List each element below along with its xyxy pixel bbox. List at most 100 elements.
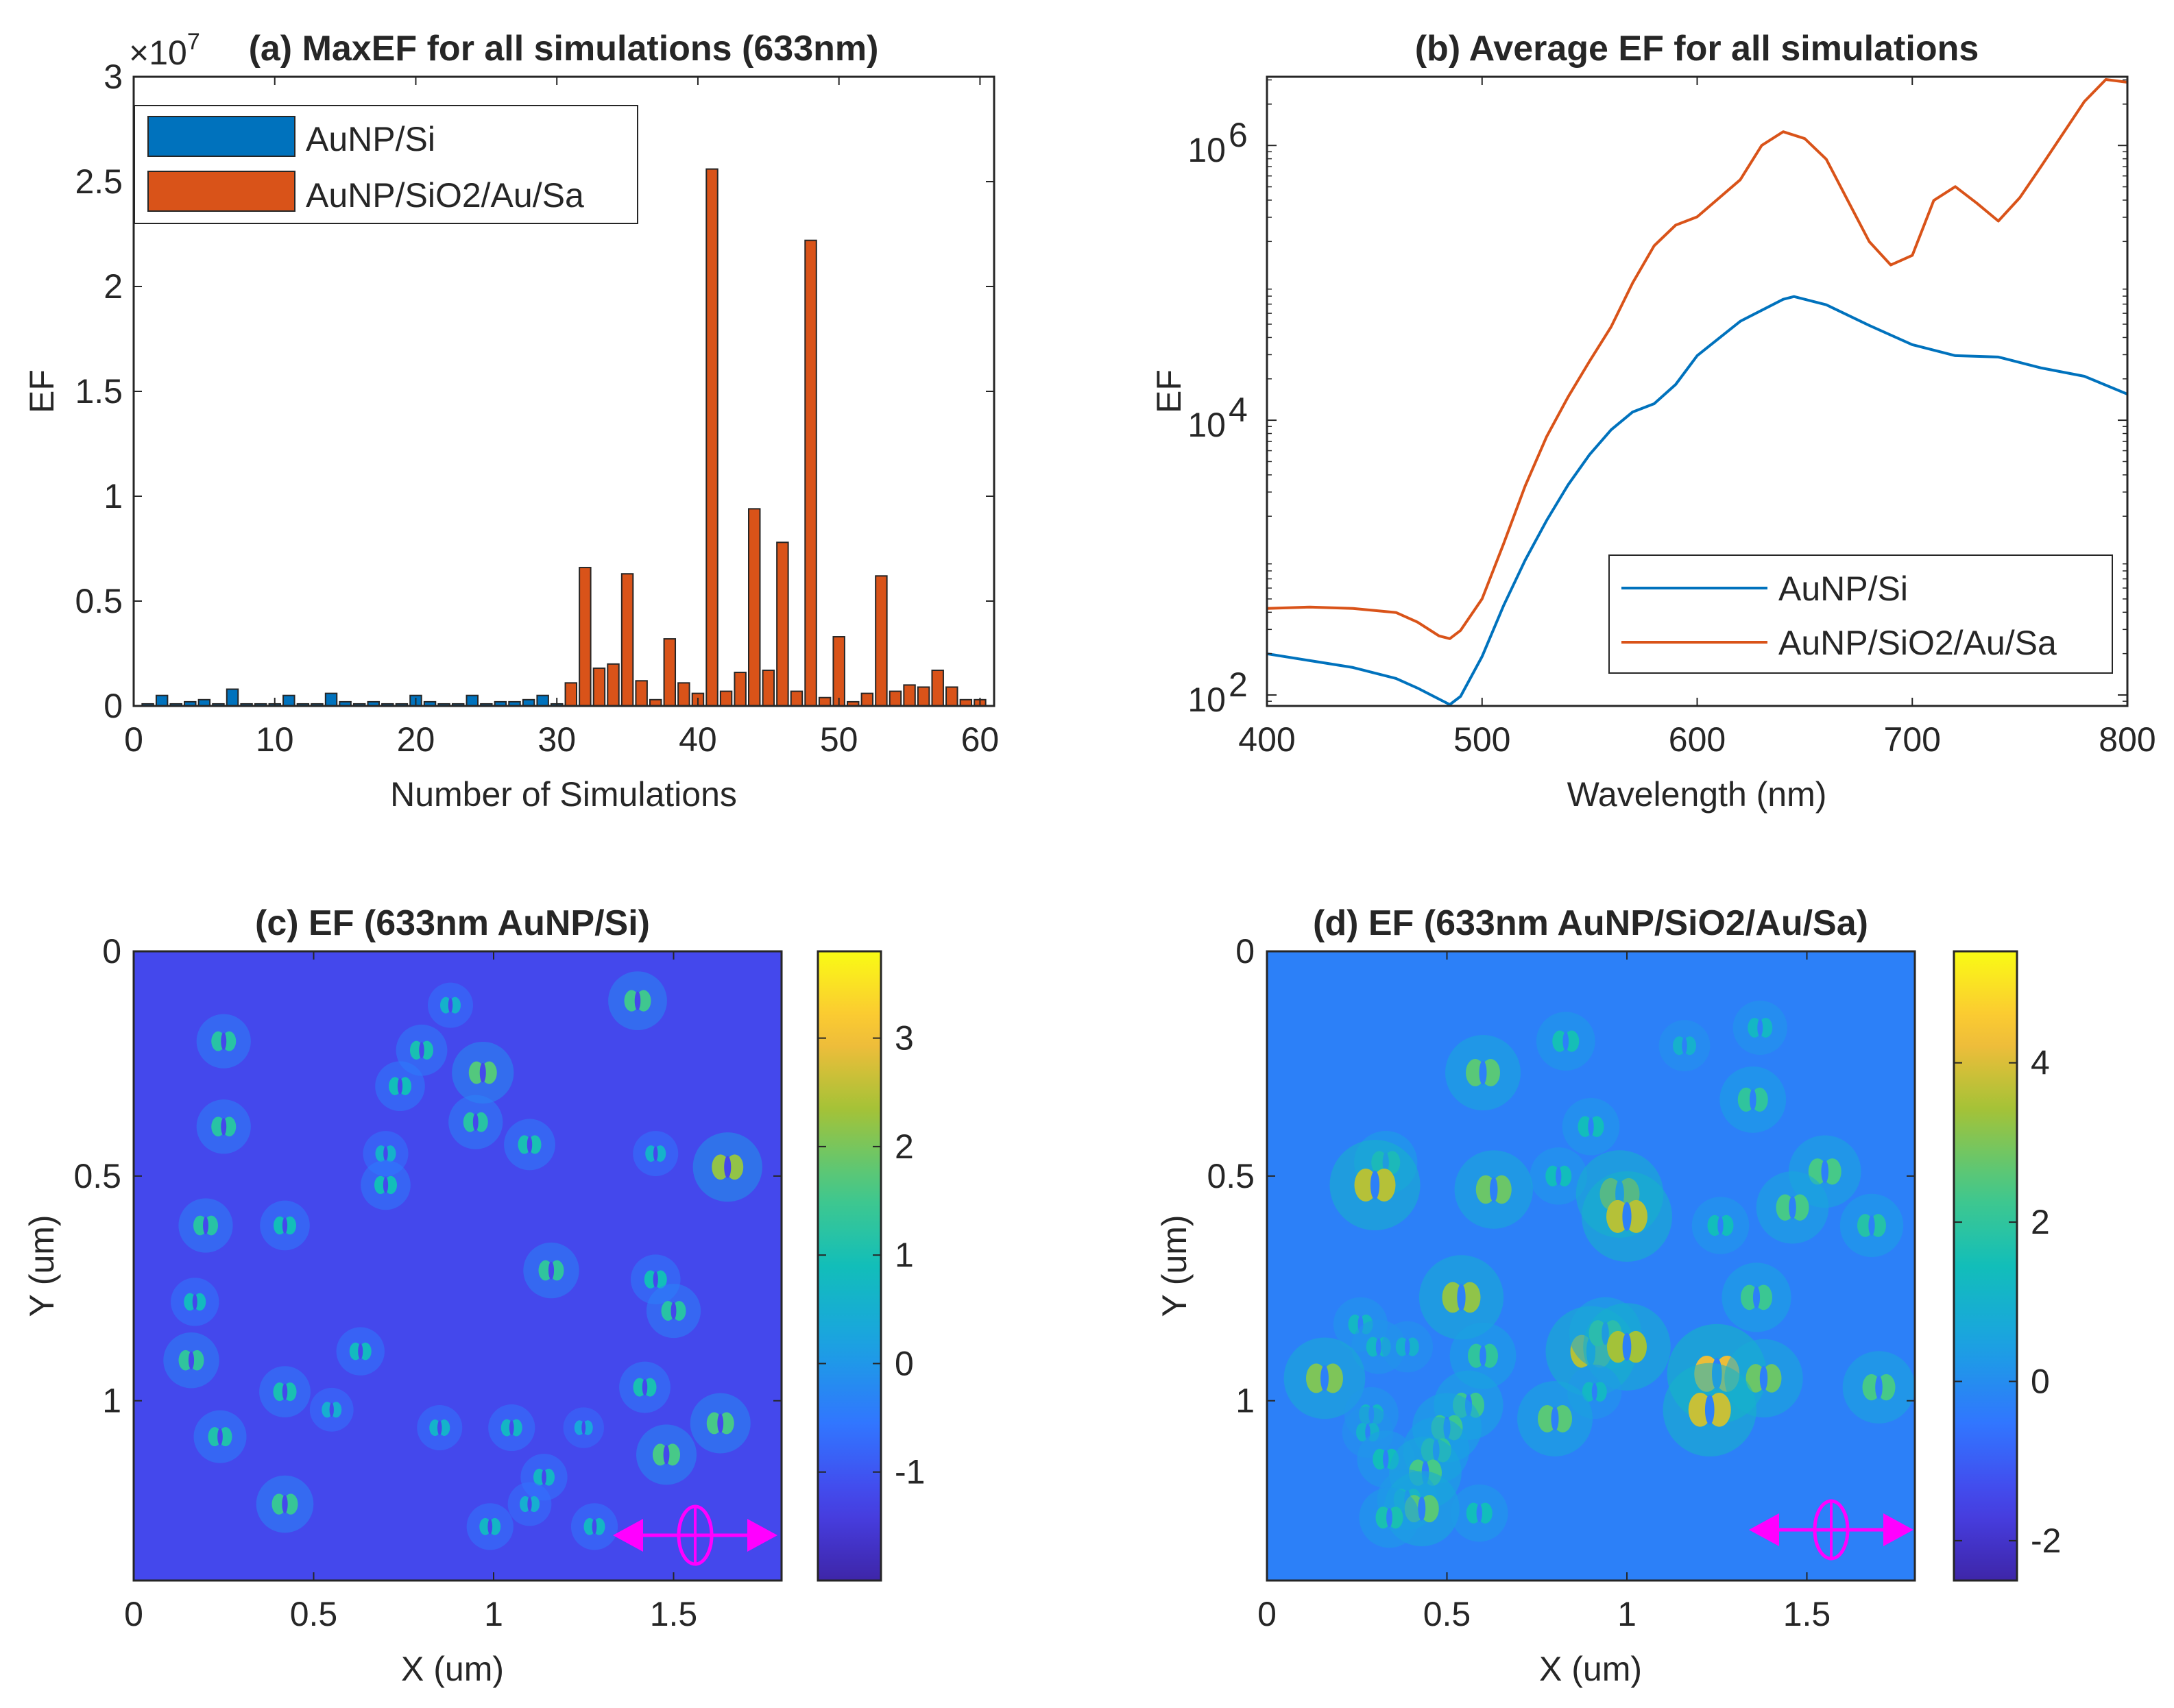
panel-a-ylabel: EF — [23, 369, 61, 413]
bar-aunp-sio2-54 — [889, 690, 902, 706]
nanoparticle — [282, 1495, 288, 1513]
panel-d-colorbar — [1953, 950, 2018, 1582]
y-tick-label: 1.5 — [75, 372, 123, 411]
nanoparticle — [188, 1351, 195, 1369]
panel-c-ylabel: Y (um) — [23, 1215, 61, 1317]
y-tick-power: 2 — [1229, 666, 1248, 704]
nanoparticle — [1622, 1332, 1632, 1361]
panel-d-colorbar-ticks: -2 0 2 4 — [1954, 1044, 2061, 1560]
panel-c-colorbar — [817, 950, 882, 1582]
nanoparticle — [358, 1343, 363, 1359]
panel-a-legend-swatch-1 — [147, 116, 295, 157]
nanoparticle — [329, 1402, 334, 1417]
colorbar-tick-label: -2 — [2031, 1522, 2061, 1560]
panel-c-xlabel: X (um) — [401, 1650, 504, 1688]
panel-b-legend: AuNP/Si AuNP/SiO2/Au/Sa — [1608, 554, 2113, 674]
nanoparticle — [479, 1062, 486, 1083]
nanoparticle — [642, 1379, 648, 1395]
bar-aunp-si-7 — [226, 688, 239, 706]
nanoparticle — [1868, 1215, 1875, 1236]
panel-a-legend-label-1: AuNP/Si — [306, 120, 435, 158]
panel-d-xlabel: X (um) — [1539, 1650, 1642, 1688]
y-tick-label: 1 — [1235, 1382, 1255, 1420]
nanoparticle — [419, 1042, 424, 1059]
nanoparticle — [1757, 1018, 1763, 1037]
bar-aunp-si-17 — [367, 700, 380, 706]
y-tick-label: 10 — [1187, 131, 1226, 169]
nanoparticle — [663, 1445, 670, 1465]
arrow-right-icon — [1883, 1513, 1913, 1546]
bar-aunp-si-26 — [494, 700, 507, 706]
y-tick-label: 0 — [104, 687, 123, 725]
nanoparticle — [1490, 1177, 1498, 1202]
panel-d-title: (d) EF (633nm AuNP/SiO2/Au/Sa) — [1313, 903, 1868, 943]
panel-b-legend-label-1: AuNP/Si — [1778, 570, 1908, 608]
x-tick-label: 50 — [820, 720, 858, 759]
x-tick-label: 1 — [1617, 1595, 1636, 1633]
bar-aunp-si-15 — [339, 700, 352, 706]
bar-aunp-sio2-59 — [959, 698, 973, 706]
panel-a-ticks: 0 10 20 30 40 50 60 0 0.5 1 1.5 2 2.5 3 — [75, 58, 999, 759]
bar-aunp-si-14 — [324, 692, 338, 706]
bar-aunp-sio2-32 — [579, 567, 592, 706]
nanoparticle — [282, 1383, 288, 1400]
bar-aunp-si-24 — [466, 694, 479, 706]
bar-aunp-sio2-51 — [847, 700, 860, 706]
panel-b-legend-label-2: AuNP/SiO2/Au/Sa — [1778, 624, 2057, 662]
nanoparticle — [383, 1177, 389, 1193]
nanoparticle — [1370, 1170, 1380, 1199]
nanoparticle — [282, 1217, 288, 1234]
x-tick-label: 60 — [961, 720, 1000, 759]
y-tick-label: 3 — [104, 58, 123, 96]
x-tick-label: 500 — [1453, 720, 1510, 759]
nanoparticle — [592, 1519, 597, 1535]
panel-c-hotspots — [163, 971, 762, 1550]
panel-c-map — [134, 951, 782, 1581]
nanoparticle — [203, 1217, 208, 1234]
colorbar-tick-label: 0 — [895, 1344, 914, 1382]
line-aunp-si — [1267, 295, 2127, 706]
panel-a-legend-swatch-2 — [147, 171, 295, 212]
panel-a-bars — [141, 168, 987, 706]
panel-b: (b) Average EF for all simulations 400 50… — [1150, 29, 2156, 814]
arrow-left-icon — [613, 1519, 643, 1552]
nanoparticle — [1562, 1032, 1569, 1051]
panel-c-title: (c) EF (633nm AuNP/Si) — [255, 903, 650, 943]
nanoparticle — [1875, 1376, 1883, 1399]
nanoparticle — [653, 1271, 658, 1288]
nanoparticle — [527, 1136, 533, 1153]
bar-aunp-sio2-55 — [903, 684, 916, 706]
nanoparticle — [448, 998, 453, 1013]
bar-aunp-sio2-42 — [719, 690, 733, 706]
y-tick-label: 0.5 — [73, 1157, 121, 1195]
panel-b-legend-box — [1608, 554, 2113, 674]
colorbar-tick-label: -1 — [895, 1453, 925, 1491]
nanoparticle — [397, 1078, 403, 1095]
bar-aunp-si-2 — [155, 694, 169, 706]
panel-a-legend: AuNP/Si AuNP/SiO2/Au/Sa — [134, 105, 638, 224]
nanoparticle — [472, 1113, 479, 1131]
nanoparticle — [1418, 1496, 1426, 1521]
panel-b-xlabel: Wavelength (nm) — [1567, 775, 1827, 814]
nanoparticle — [1479, 1060, 1487, 1085]
panel-b-lines — [1267, 78, 2127, 706]
colorbar-tick-label: 2 — [2031, 1203, 2050, 1241]
nanoparticle — [1375, 1338, 1381, 1356]
bar-aunp-sio2-31 — [564, 682, 578, 706]
panel-c-colorbar-ticks: -1 0 1 2 3 — [818, 1019, 925, 1491]
panel-d-ylabel: Y (um) — [1155, 1215, 1194, 1317]
x-tick-label: 1 — [484, 1595, 503, 1633]
y-tick-power: 6 — [1229, 116, 1248, 154]
nanoparticle — [1551, 1406, 1559, 1431]
bar-aunp-si-4 — [184, 700, 197, 706]
panel-d-axes-box — [1266, 950, 1916, 1582]
colorbar-tick-label: 2 — [895, 1127, 914, 1166]
x-tick-label: 0 — [124, 720, 143, 759]
line-aunp-sio2 — [1267, 78, 2127, 640]
bar-aunp-sio2-52 — [860, 692, 874, 706]
nanoparticle — [1789, 1195, 1796, 1219]
bar-aunp-sio2-44 — [748, 508, 761, 706]
panel-a: (a) MaxEF for all simulations (633nm) ×1… — [23, 29, 999, 814]
y-tick-label: 10 — [1187, 406, 1226, 444]
bar-aunp-sio2-58 — [945, 686, 958, 706]
